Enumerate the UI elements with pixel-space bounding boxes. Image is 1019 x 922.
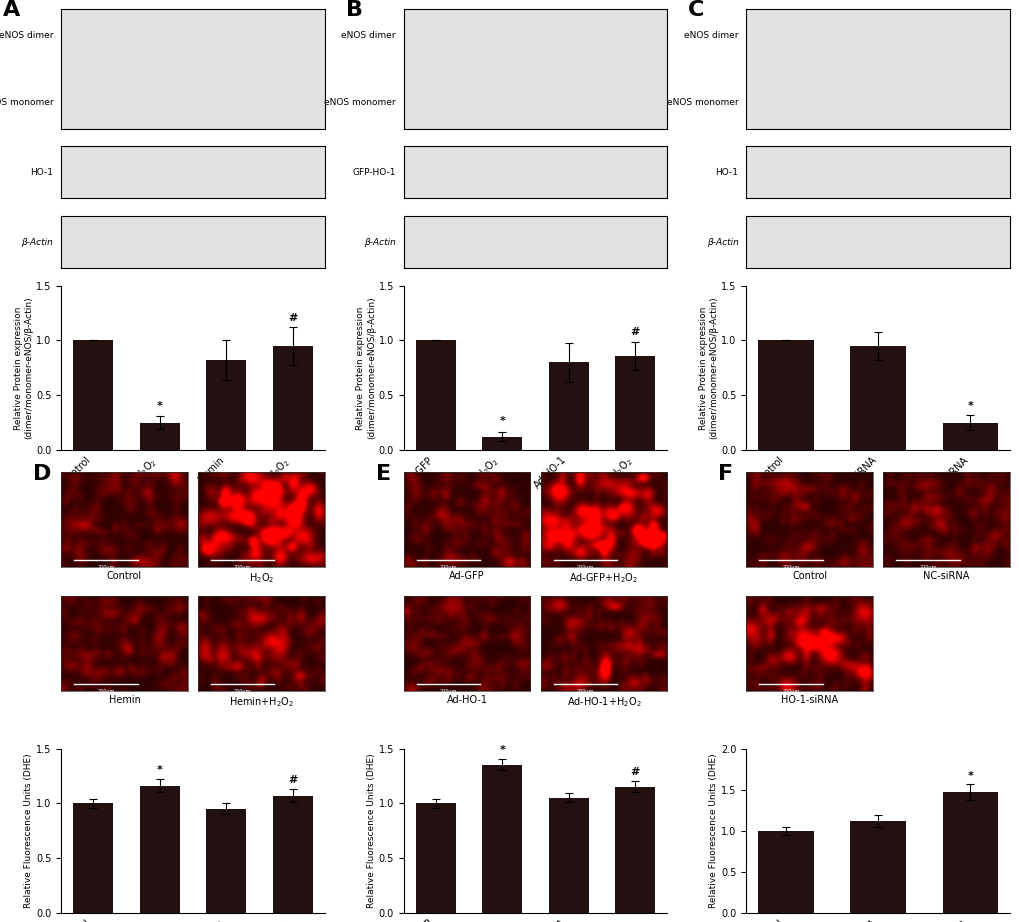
Bar — [73, 340, 113, 450]
Text: β-Actin: β-Actin — [364, 238, 395, 246]
X-axis label: Hemin: Hemin — [108, 695, 141, 705]
Y-axis label: Relative Fluorescence Units (DHE): Relative Fluorescence Units (DHE) — [367, 753, 376, 908]
Text: 200μm: 200μm — [918, 565, 935, 570]
Text: GFP-HO-1: GFP-HO-1 — [352, 168, 395, 177]
Text: E: E — [376, 465, 390, 484]
Bar — [140, 422, 179, 450]
Text: B: B — [345, 0, 363, 19]
Text: *: * — [157, 765, 162, 774]
Text: 200μm: 200μm — [782, 689, 799, 693]
X-axis label: Ad-HO-1+H$_2$O$_2$: Ad-HO-1+H$_2$O$_2$ — [566, 695, 641, 709]
Bar — [272, 796, 313, 913]
Text: 200μm: 200μm — [97, 689, 114, 693]
Text: 200μm: 200μm — [233, 689, 252, 693]
Bar — [206, 809, 246, 913]
X-axis label: Ad-GFP: Ad-GFP — [448, 572, 484, 582]
Y-axis label: Relative Protein expression
(dimer/monomer-eNOS/β-Actin): Relative Protein expression (dimer/monom… — [14, 297, 34, 439]
Text: eNOS dimer: eNOS dimer — [683, 31, 738, 40]
Bar — [850, 821, 905, 913]
Bar — [850, 346, 905, 450]
X-axis label: Hemin+H$_2$O$_2$: Hemin+H$_2$O$_2$ — [228, 695, 293, 709]
Bar — [548, 362, 588, 450]
Text: eNOS dimer: eNOS dimer — [341, 31, 395, 40]
Text: HO-1: HO-1 — [31, 168, 53, 177]
Text: 200μm: 200μm — [233, 565, 252, 570]
X-axis label: Ad-HO-1: Ad-HO-1 — [446, 695, 487, 705]
Y-axis label: Relative Fluorescence Units (DHE): Relative Fluorescence Units (DHE) — [709, 753, 717, 908]
Text: β-Actin: β-Actin — [706, 238, 738, 246]
Text: eNOS monomer: eNOS monomer — [0, 98, 53, 107]
Text: #: # — [630, 767, 639, 777]
Bar — [140, 786, 179, 913]
Text: *: * — [966, 771, 972, 781]
Text: eNOS monomer: eNOS monomer — [324, 98, 395, 107]
Text: #: # — [630, 327, 639, 337]
Text: β-Actin: β-Actin — [21, 238, 53, 246]
Text: 200μm: 200μm — [782, 565, 799, 570]
Text: *: * — [966, 400, 972, 410]
X-axis label: NC-siRNA: NC-siRNA — [922, 572, 969, 582]
Bar — [757, 831, 813, 913]
Text: *: * — [499, 745, 504, 755]
Bar — [942, 792, 997, 913]
X-axis label: Control: Control — [107, 572, 142, 582]
X-axis label: H$_2$O$_2$: H$_2$O$_2$ — [249, 572, 274, 585]
X-axis label: Ad-GFP+H$_2$O$_2$: Ad-GFP+H$_2$O$_2$ — [569, 572, 638, 585]
Text: eNOS dimer: eNOS dimer — [0, 31, 53, 40]
Y-axis label: Relative Protein expression
(dimer/monomer-eNOS/β-Actin): Relative Protein expression (dimer/monom… — [356, 297, 376, 439]
Y-axis label: Relative Protein expression
(dimer/monomer-eNOS/β-Actin): Relative Protein expression (dimer/monom… — [698, 297, 717, 439]
Bar — [548, 798, 588, 913]
Bar — [482, 437, 522, 450]
Text: D: D — [34, 465, 52, 484]
Bar — [272, 346, 313, 450]
Text: #: # — [287, 774, 298, 785]
Text: 200μm: 200μm — [576, 689, 593, 693]
Bar — [482, 765, 522, 913]
Bar — [416, 803, 455, 913]
Bar — [614, 786, 654, 913]
Bar — [942, 422, 997, 450]
Text: 200μm: 200μm — [97, 565, 114, 570]
Bar — [73, 803, 113, 913]
Bar — [416, 340, 455, 450]
Text: A: A — [3, 0, 20, 19]
Bar — [757, 340, 813, 450]
Text: 200μm: 200μm — [439, 565, 457, 570]
Text: *: * — [499, 416, 504, 426]
Bar — [614, 356, 654, 450]
Text: F: F — [717, 465, 733, 484]
Text: 200μm: 200μm — [576, 565, 593, 570]
Text: eNOS monomer: eNOS monomer — [666, 98, 738, 107]
Y-axis label: Relative Fluorescence Units (DHE): Relative Fluorescence Units (DHE) — [24, 753, 34, 908]
Text: C: C — [688, 0, 704, 19]
Text: *: * — [157, 400, 162, 410]
Text: HO-1: HO-1 — [714, 168, 738, 177]
X-axis label: HO-1-siRNA: HO-1-siRNA — [781, 695, 838, 705]
Text: #: # — [287, 313, 298, 323]
X-axis label: Control: Control — [792, 572, 826, 582]
Text: 200μm: 200μm — [439, 689, 457, 693]
Bar — [206, 361, 246, 450]
